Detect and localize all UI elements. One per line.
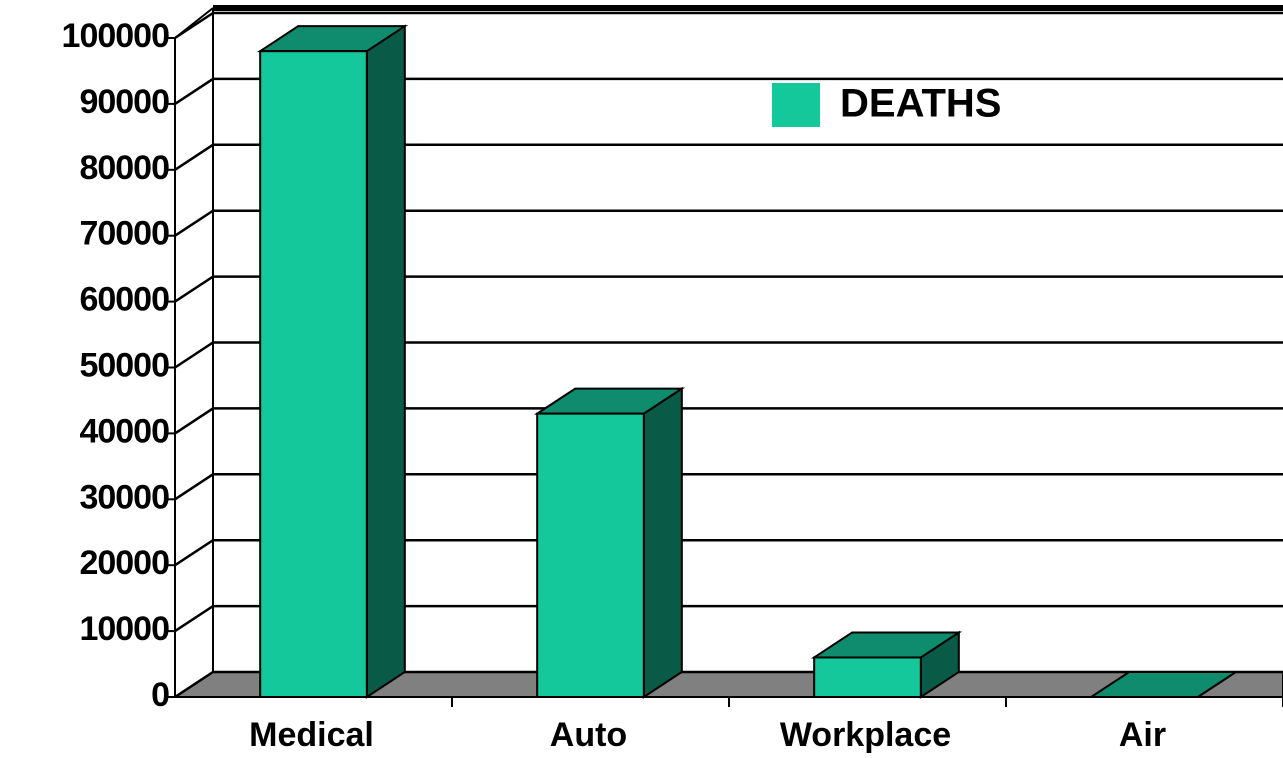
- bar: [810, 630, 963, 699]
- legend-label: DEATHS: [840, 82, 1001, 126]
- y-tick-label: 80000: [79, 149, 169, 187]
- bar: [256, 24, 409, 699]
- y-tick-label: 100000: [62, 17, 170, 55]
- x-tick-label: Air: [1119, 716, 1166, 754]
- grid-line: [174, 11, 1283, 40]
- grid-line: [174, 275, 1283, 303]
- bar-front: [259, 50, 368, 699]
- y-tick-label: 30000: [79, 478, 169, 516]
- x-tick-label: Workplace: [780, 716, 951, 754]
- y-tick-label: 50000: [79, 346, 169, 384]
- grid-line: [174, 407, 1283, 435]
- bar-front: [813, 656, 922, 699]
- legend-swatch: [772, 83, 820, 127]
- bar-side: [365, 24, 406, 699]
- y-tick-label: 10000: [79, 610, 169, 648]
- y-tick-label: 20000: [79, 544, 169, 582]
- y-tick-label: 40000: [79, 412, 169, 450]
- grid-line: [174, 538, 1283, 567]
- y-tick-label: 90000: [79, 83, 169, 121]
- grid-line: [174, 341, 1283, 369]
- grid-line: [174, 473, 1283, 501]
- bar-front: [536, 412, 645, 698]
- bar: [1087, 671, 1240, 698]
- x-tick-label: Auto: [550, 716, 627, 754]
- y-tick-label: 0: [151, 676, 169, 714]
- grid-line: [174, 604, 1283, 633]
- bar: [533, 386, 686, 699]
- grid-line: [174, 77, 1283, 105]
- bar-top: [1087, 671, 1240, 698]
- x-tick-label: Medical: [249, 716, 374, 754]
- y-tick-label: 70000: [79, 215, 169, 253]
- grid-line: [174, 209, 1283, 237]
- y-tick-label: 60000: [79, 281, 169, 319]
- grid-line: [174, 143, 1283, 171]
- bar-side: [642, 386, 683, 699]
